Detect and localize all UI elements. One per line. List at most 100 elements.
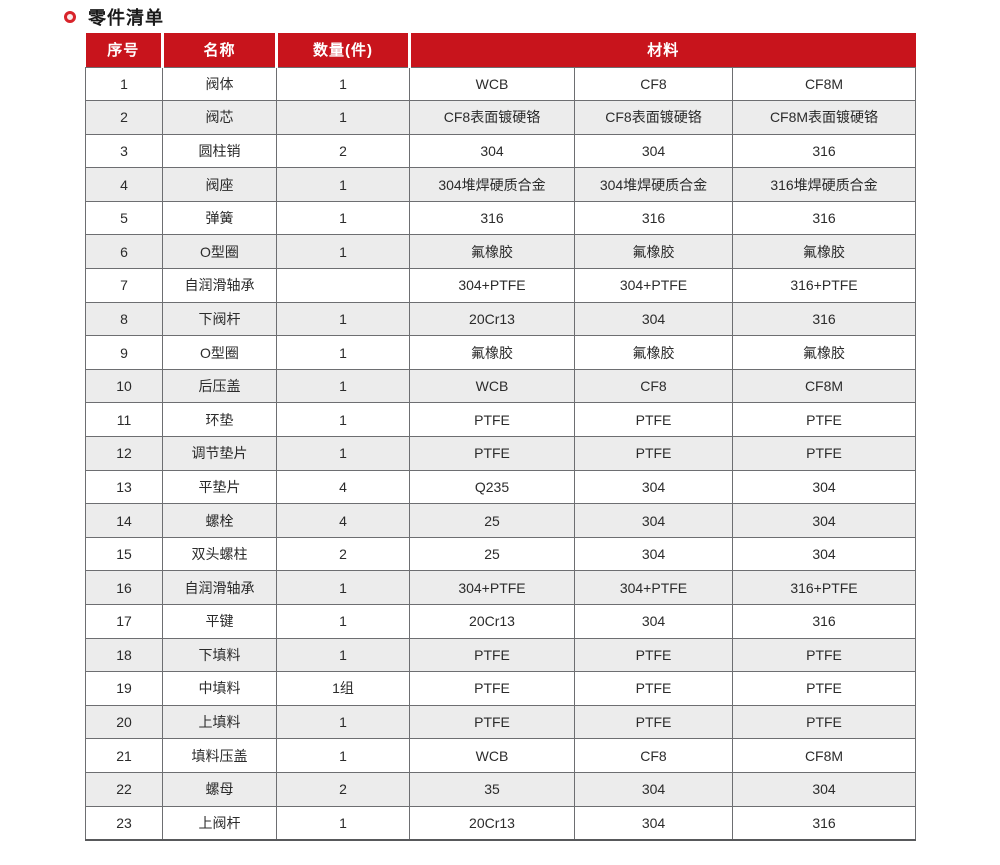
- quantity-cell: 1: [276, 301, 410, 337]
- material-cell-1: PTFE: [409, 402, 575, 438]
- name-cell: 环垫: [162, 402, 277, 438]
- quantity-cell: 1组: [276, 671, 410, 706]
- material-cell-1: 304堆焊硬质合金: [409, 167, 575, 202]
- table-row: 23 上阀杆 1 20Cr13 304 316: [85, 805, 916, 841]
- page-title: 零件清单: [88, 8, 164, 28]
- quantity-cell: 1: [276, 738, 410, 773]
- material-cell-1: 35: [409, 771, 575, 807]
- table-row: 5 弹簧 1 316 316 316: [85, 200, 916, 236]
- header-serial: 序号: [85, 33, 164, 67]
- material-cell-2: CF8表面镀硬铬: [574, 100, 733, 135]
- quantity-cell: 1: [276, 66, 410, 102]
- material-cell-1: 304: [409, 133, 575, 169]
- serial-cell: 5: [85, 200, 163, 236]
- material-cell-1: WCB: [409, 368, 575, 404]
- table-row: 18 下填料 1 PTFE PTFE PTFE: [85, 637, 916, 673]
- header-row: 序号 名称 数量(件) 材料: [85, 33, 916, 67]
- material-cell-3: 316: [732, 805, 916, 841]
- quantity-cell: 2: [276, 536, 410, 572]
- serial-cell: 8: [85, 301, 163, 337]
- material-cell-2: 304+PTFE: [574, 268, 733, 303]
- material-cell-3: 316: [732, 200, 916, 236]
- material-cell-2: PTFE: [574, 402, 733, 438]
- material-cell-3: PTFE: [732, 402, 916, 438]
- table-row: 17 平键 1 20Cr13 304 316: [85, 604, 916, 639]
- header-quantity: 数量(件): [276, 33, 411, 67]
- name-cell: 平垫片: [162, 469, 277, 505]
- serial-cell: 7: [85, 268, 163, 303]
- quantity-cell: 1: [276, 402, 410, 438]
- material-cell-1: PTFE: [409, 637, 575, 673]
- material-cell-1: PTFE: [409, 671, 575, 706]
- material-cell-3: 304: [732, 771, 916, 807]
- quantity-cell: 1: [276, 570, 410, 605]
- table-row: 4 阀座 1 304堆焊硬质合金 304堆焊硬质合金 316堆焊硬质合金: [85, 167, 916, 202]
- serial-cell: 3: [85, 133, 163, 169]
- quantity-cell: 2: [276, 771, 410, 807]
- header-name: 名称: [162, 33, 278, 67]
- quantity-cell: 4: [276, 469, 410, 505]
- name-cell: 螺栓: [162, 503, 277, 538]
- material-cell-1: Q235: [409, 469, 575, 505]
- serial-cell: 15: [85, 536, 163, 572]
- quantity-cell: 1: [276, 805, 410, 841]
- material-cell-2: CF8: [574, 66, 733, 102]
- material-cell-2: 304: [574, 301, 733, 337]
- material-cell-2: 氟橡胶: [574, 234, 733, 270]
- name-cell: O型圈: [162, 234, 277, 270]
- material-cell-2: PTFE: [574, 704, 733, 740]
- quantity-cell: 1: [276, 368, 410, 404]
- material-cell-3: 304: [732, 469, 916, 505]
- name-cell: 螺母: [162, 771, 277, 807]
- serial-cell: 11: [85, 402, 163, 438]
- name-cell: 下阀杆: [162, 301, 277, 337]
- material-cell-1: 316: [409, 200, 575, 236]
- table-row: 19 中填料 1组 PTFE PTFE PTFE: [85, 671, 916, 706]
- material-cell-2: 304: [574, 133, 733, 169]
- serial-cell: 2: [85, 100, 163, 135]
- name-cell: 弹簧: [162, 200, 277, 236]
- material-cell-2: 304: [574, 536, 733, 572]
- material-cell-3: 316: [732, 604, 916, 639]
- quantity-cell: 1: [276, 200, 410, 236]
- material-cell-1: 25: [409, 503, 575, 538]
- name-cell: 阀体: [162, 66, 277, 102]
- name-cell: 填料压盖: [162, 738, 277, 773]
- name-cell: 下填料: [162, 637, 277, 673]
- quantity-cell: 1: [276, 637, 410, 673]
- serial-cell: 20: [85, 704, 163, 740]
- parts-table: 序号 名称 数量(件) 材料 1 阀体 1 WCB CF8 CF8M 2 阀芯 1 CF8表面镀硬…: [85, 33, 916, 841]
- material-cell-3: 316: [732, 133, 916, 169]
- material-cell-3: 316: [732, 301, 916, 337]
- table-row: 2 阀芯 1 CF8表面镀硬铬 CF8表面镀硬铬 CF8M表面镀硬铬: [85, 100, 916, 135]
- name-cell: 阀芯: [162, 100, 277, 135]
- material-cell-3: 304: [732, 503, 916, 538]
- bullet-circle-icon: [64, 11, 76, 23]
- material-cell-3: 氟橡胶: [732, 335, 916, 370]
- material-cell-1: 20Cr13: [409, 301, 575, 337]
- quantity-cell: 1: [276, 704, 410, 740]
- serial-cell: 10: [85, 368, 163, 404]
- serial-cell: 19: [85, 671, 163, 706]
- material-cell-2: 316: [574, 200, 733, 236]
- quantity-cell: 1: [276, 167, 410, 202]
- material-cell-1: WCB: [409, 66, 575, 102]
- material-cell-2: 304: [574, 604, 733, 639]
- serial-cell: 18: [85, 637, 163, 673]
- material-cell-1: 氟橡胶: [409, 234, 575, 270]
- table-row: 16 自润滑轴承 1 304+PTFE 304+PTFE 316+PTFE: [85, 570, 916, 605]
- material-cell-3: CF8M: [732, 66, 916, 102]
- parts-table-header: 序号 名称 数量(件) 材料: [85, 33, 916, 67]
- material-cell-3: 316+PTFE: [732, 268, 916, 303]
- material-cell-3: PTFE: [732, 671, 916, 706]
- section-title-row: 零件清单: [64, 4, 164, 30]
- material-cell-2: PTFE: [574, 436, 733, 471]
- name-cell: 双头螺柱: [162, 536, 277, 572]
- serial-cell: 22: [85, 771, 163, 807]
- table-row: 9 O型圈 1 氟橡胶 氟橡胶 氟橡胶: [85, 335, 916, 370]
- material-cell-3: CF8M表面镀硬铬: [732, 100, 916, 135]
- parts-table-container: 序号 名称 数量(件) 材料 1 阀体 1 WCB CF8 CF8M 2 阀芯 1 CF8表面镀硬…: [85, 33, 916, 841]
- name-cell: 中填料: [162, 671, 277, 706]
- table-row: 10 后压盖 1 WCB CF8 CF8M: [85, 368, 916, 404]
- material-cell-1: 304+PTFE: [409, 268, 575, 303]
